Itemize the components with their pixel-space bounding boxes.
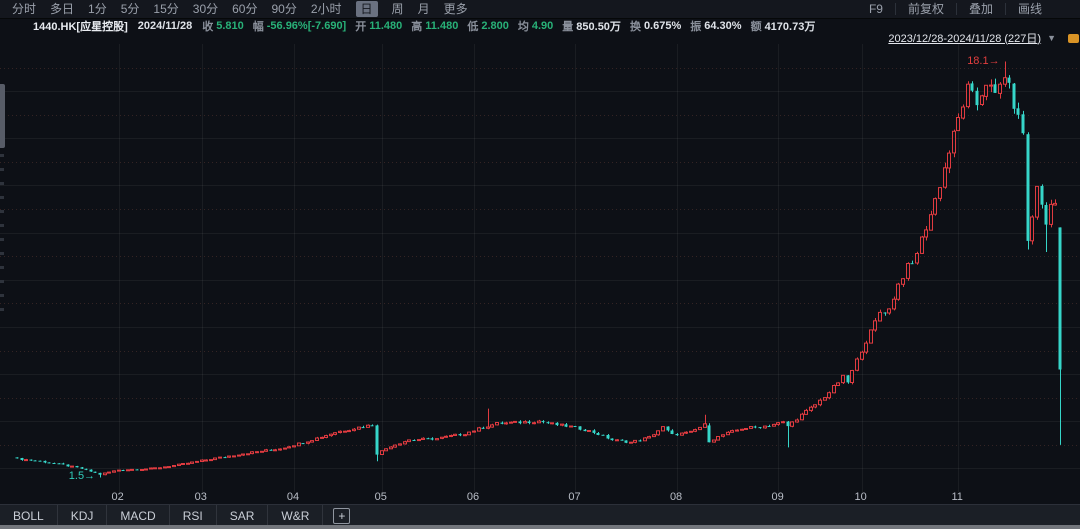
- field-amplitude: 振 64.30%: [690, 18, 741, 34]
- x-axis-label-03: 03: [194, 491, 207, 503]
- field-volume: 量 850.50万: [562, 18, 621, 34]
- date-range-label[interactable]: 2023/12/28-2024/11/28 (227日): [888, 32, 1042, 45]
- indicator-sar-button[interactable]: SAR: [217, 505, 269, 526]
- period-tab-time-share[interactable]: 分时: [12, 2, 37, 16]
- indicator-wr-button[interactable]: W&R: [268, 505, 324, 526]
- tool-draw-line[interactable]: 画线: [1004, 3, 1054, 15]
- field-close: 收 5.810: [202, 18, 244, 34]
- period-tab-90min[interactable]: 90分: [271, 2, 297, 16]
- x-axis-label-08: 08: [669, 491, 683, 503]
- field-high-label: 高: [411, 20, 423, 33]
- period-tabbar: 分时 多日 1分 5分 15分 30分 60分 90分 2小时日周月更多 F9 前复权 叠加 画线: [0, 0, 1080, 19]
- quote-fields: 收 5.810 幅 -56.96%[-7.690] 开 11.480 高 11.480 低 2.8…: [202, 18, 815, 34]
- field-change-value: -56.96%[-7.690]: [266, 19, 347, 32]
- candles: [15, 61, 1062, 478]
- field-volume-value: 850.50万: [576, 20, 621, 33]
- tool-forward-adjust[interactable]: 前复权: [894, 3, 956, 15]
- field-change: 幅 -56.96%[-7.690]: [253, 18, 347, 34]
- indicator-boll-button[interactable]: BOLL: [0, 505, 58, 526]
- period-tab-day[interactable]: 日: [355, 1, 378, 17]
- indicator-kdj-button[interactable]: KDJ: [58, 505, 108, 526]
- chart-tools: F9 前复权 叠加 画线: [857, 3, 1080, 15]
- field-high: 高 11.480: [411, 18, 458, 34]
- x-axis-label-05: 05: [374, 491, 387, 503]
- x-axis-label-07: 07: [568, 491, 581, 503]
- window-bottom-edge: [0, 525, 1080, 529]
- field-low-label: 低: [467, 20, 479, 33]
- period-tab-15min[interactable]: 15分: [153, 2, 179, 16]
- symbol-name: 1440.HK[应星控股]: [33, 20, 128, 33]
- period-tab-more[interactable]: 更多: [443, 2, 468, 16]
- field-volume-label: 量: [562, 20, 574, 33]
- field-change-label: 幅: [252, 20, 264, 33]
- period-tab-1min[interactable]: 1分: [88, 2, 107, 16]
- period-tab-5min[interactable]: 5分: [120, 2, 140, 16]
- field-open-value: 11.480: [369, 19, 403, 32]
- peak-price-label: 18.1→: [967, 54, 1000, 67]
- low-price-label: 1.5→: [68, 470, 96, 483]
- indicator-rsi-button[interactable]: RSI: [170, 505, 217, 526]
- period-tab-30min[interactable]: 30分: [192, 2, 219, 16]
- tool-f9[interactable]: F9: [868, 2, 883, 16]
- x-axis: 02 03 04 05 06 07 08 09 10 11: [0, 491, 1080, 504]
- period-tabs: 分时 多日 1分 5分 15分 30分 60分 90分 2小时日周月更多: [0, 1, 468, 17]
- x-axis-label-10: 10: [854, 491, 867, 503]
- field-amplitude-value: 64.30%: [704, 19, 742, 32]
- field-amount: 额 4170.73万: [751, 18, 816, 34]
- field-close-value: 5.810: [216, 19, 244, 32]
- period-tab-week[interactable]: 周: [391, 2, 404, 16]
- chevron-down-icon[interactable]: ▼: [1047, 32, 1056, 43]
- field-amount-value: 4170.73万: [764, 20, 816, 33]
- field-amplitude-label: 振: [690, 20, 702, 33]
- field-low: 低 2.800: [467, 18, 509, 34]
- x-axis-label-06: 06: [466, 491, 480, 503]
- period-tab-multi-day[interactable]: 多日: [50, 2, 75, 16]
- period-tab-60min[interactable]: 60分: [232, 2, 258, 16]
- field-turnover: 换 0.675%: [630, 18, 681, 34]
- field-open-label: 开: [355, 20, 367, 33]
- x-axis-label-11: 11: [951, 491, 963, 503]
- field-open: 开 11.480: [355, 18, 402, 34]
- field-low-value: 2.800: [481, 19, 509, 32]
- tool-overlay[interactable]: 叠加: [955, 3, 1005, 15]
- field-turnover-value: 0.675%: [643, 19, 682, 32]
- x-axis-label-04: 04: [286, 491, 300, 503]
- candlestick-chart[interactable]: 18.1→ 1.5→: [0, 44, 1080, 492]
- chart-canvas[interactable]: [0, 44, 1080, 492]
- indicator-macd-button[interactable]: MACD: [107, 505, 170, 526]
- left-panel-ticks: [0, 154, 4, 314]
- chart-grid: [0, 44, 1080, 492]
- quote-info-bar: 1440.HK[应星控股] 2024/11/28 收 5.810 幅 -56.96%[…: [0, 18, 1080, 34]
- x-axis-label-02: 02: [111, 491, 124, 503]
- field-avg-label: 均: [517, 20, 529, 33]
- x-axis-label-09: 09: [771, 491, 784, 503]
- left-panel-cropped: [0, 84, 5, 148]
- field-avg: 均 4.90: [518, 18, 553, 34]
- quote-date: 2024/11/28: [137, 19, 193, 32]
- field-amount-label: 额: [750, 20, 762, 33]
- add-indicator-button[interactable]: +: [333, 507, 351, 524]
- date-range-bar: 2023/12/28-2024/11/28 (227日) ▼: [0, 31, 1080, 45]
- indicator-toolbar: BOLL KDJ MACD RSI SAR W&R +: [0, 504, 1080, 526]
- field-turnover-label: 换: [629, 20, 641, 33]
- field-avg-value: 4.90: [531, 19, 554, 32]
- scroll-handle[interactable]: [1068, 34, 1079, 43]
- period-tab-month[interactable]: 月: [417, 2, 430, 16]
- period-tab-2hour[interactable]: 2小时: [310, 2, 342, 16]
- field-close-label: 收: [202, 20, 214, 33]
- field-high-value: 11.480: [425, 19, 459, 32]
